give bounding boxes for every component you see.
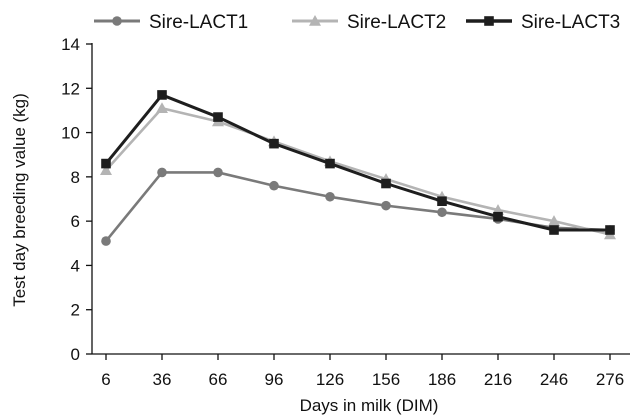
- data-point: [325, 191, 335, 202]
- series-sire-lact3: [101, 90, 615, 235]
- series-line: [104, 93, 610, 232]
- legend: Sire-LACT1 Sire-LACT2 Sire-LACT3: [94, 12, 620, 33]
- data-point: [213, 112, 223, 122]
- data-point: [437, 196, 447, 207]
- legend-item: Sire-LACT3: [466, 12, 620, 33]
- x-tick-label: 246: [540, 370, 568, 389]
- data-point: [381, 200, 391, 211]
- legend-marker: [484, 16, 494, 26]
- data-point: [605, 225, 615, 235]
- series-sire-lact2: [100, 102, 616, 240]
- y-tick-label: 0: [71, 345, 80, 364]
- y-tick-label: 10: [61, 124, 80, 143]
- data-point: [101, 158, 111, 169]
- legend-label: Sire-LACT1: [149, 12, 248, 33]
- data-point: [101, 236, 111, 246]
- series-sire-lact1: [101, 167, 615, 246]
- data-point: [269, 180, 279, 191]
- data-point: [269, 138, 279, 149]
- data-point: [157, 167, 167, 178]
- y-tick-label: 8: [71, 168, 80, 187]
- x-ticks: 6 36 66 96 126 156 186 216 246 276: [101, 354, 624, 389]
- x-tick-label: 36: [153, 370, 172, 389]
- x-tick-label: 216: [484, 370, 512, 389]
- x-tick-label: 156: [372, 370, 400, 389]
- y-tick-label: 4: [71, 256, 80, 275]
- legend-label: Sire-LACT2: [347, 12, 446, 33]
- data-point: [213, 167, 223, 178]
- data-point: [156, 102, 168, 114]
- x-tick-label: 66: [209, 370, 228, 389]
- data-point: [100, 164, 112, 176]
- legend-item: Sire-LACT2: [292, 12, 446, 33]
- y-axis-title: Test day breeding value (kg): [10, 93, 29, 307]
- data-point: [437, 207, 447, 218]
- y-tick-label: 2: [71, 301, 80, 320]
- data-point: [548, 215, 560, 226]
- x-axis-title: Days in milk (DIM): [300, 396, 439, 415]
- y-ticks: 0 2 4 6 8 10 12 14: [61, 35, 92, 364]
- x-tick-label: 96: [265, 370, 284, 389]
- y-tick-label: 14: [61, 35, 80, 54]
- data-point: [325, 158, 335, 169]
- y-tick-label: 6: [71, 212, 80, 231]
- data-point: [381, 178, 391, 189]
- x-tick-label: 126: [316, 370, 344, 389]
- x-tick-label: 186: [428, 370, 456, 389]
- series-line: [104, 171, 611, 242]
- series-layer: [100, 90, 616, 246]
- data-point: [549, 225, 559, 235]
- x-tick-label: 276: [596, 370, 624, 389]
- data-point: [493, 211, 503, 222]
- x-tick-label: 6: [101, 370, 110, 389]
- series-line: [105, 106, 611, 236]
- data-point: [157, 90, 167, 100]
- legend-marker: [112, 16, 122, 26]
- legend-item: Sire-LACT1: [94, 12, 248, 33]
- legend-label: Sire-LACT3: [521, 12, 620, 33]
- y-tick-label: 12: [61, 79, 80, 98]
- legend-marker: [309, 15, 321, 26]
